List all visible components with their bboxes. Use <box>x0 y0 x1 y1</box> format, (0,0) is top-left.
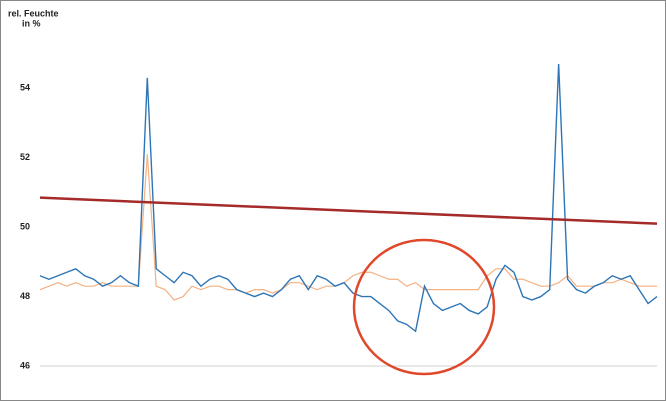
y-tick-label: 52 <box>20 152 30 162</box>
data-line <box>39 196 658 225</box>
data-line <box>39 63 658 333</box>
data-line <box>39 154 657 301</box>
y-tick-label: 54 <box>20 83 30 93</box>
y-axis-label: in % <box>22 18 41 28</box>
plot-area: 46 48 50 52 54 <box>20 63 658 370</box>
highlight-circle <box>352 238 496 376</box>
y-axis-label: rel. Feuchte <box>8 8 59 18</box>
y-tick-label: 46 <box>20 360 30 370</box>
y-tick-label: 50 <box>20 222 30 232</box>
y-tick-label: 48 <box>20 291 30 301</box>
